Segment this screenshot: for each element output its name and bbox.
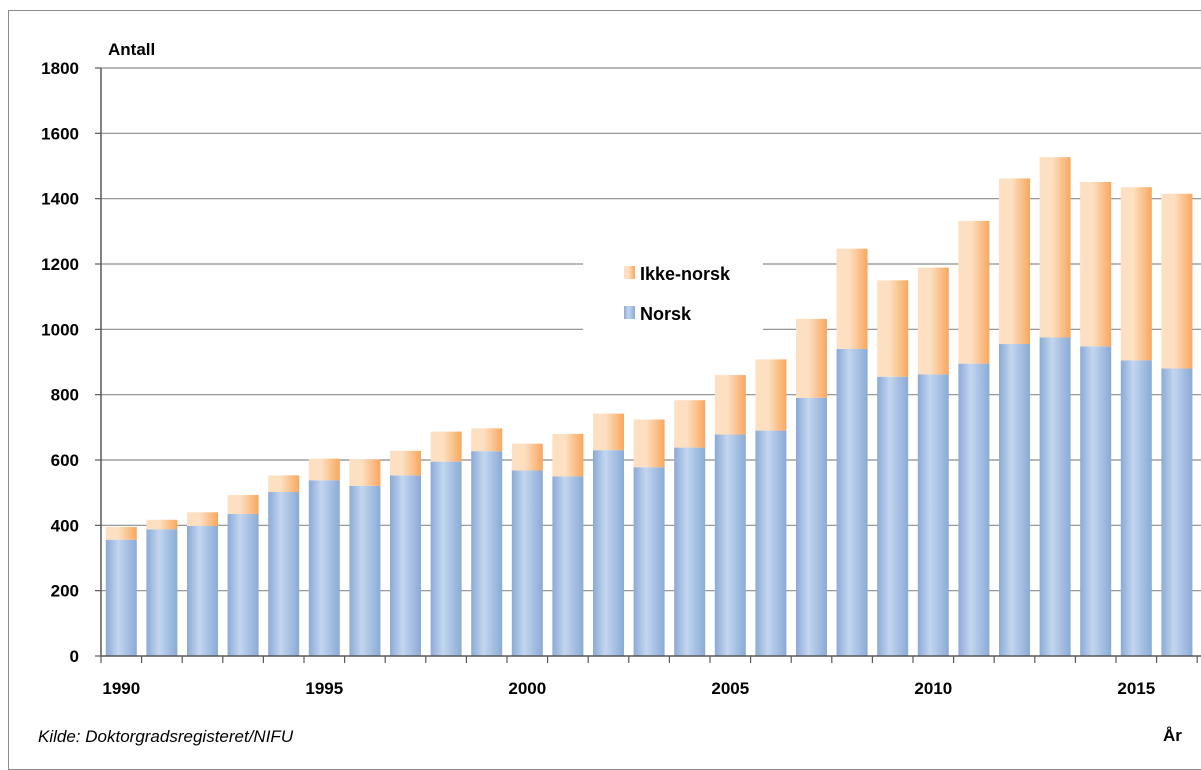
bar-norsk-2013 xyxy=(1039,337,1071,656)
bar-norsk-2016 xyxy=(1161,368,1193,656)
bar-norsk-1995 xyxy=(308,480,340,656)
bar-ikke-norsk-1992 xyxy=(187,512,218,526)
stacked-bar-chart: 0 200 400 600 800 1000 1200 1400 1600 1800 1990 199… xyxy=(41,40,1201,745)
bar-norsk-2006 xyxy=(755,430,787,656)
bar-norsk-2005 xyxy=(714,434,746,656)
y-tick-label: 1600 xyxy=(41,124,79,143)
bar-norsk-1992 xyxy=(187,525,218,656)
y-tick-label: 1200 xyxy=(41,255,79,274)
legend-background xyxy=(583,254,763,344)
bars xyxy=(105,157,1193,656)
bar-ikke-norsk-2013 xyxy=(1039,157,1071,338)
bar-ikke-norsk-2008 xyxy=(836,248,868,349)
legend-label-ikke-norsk: Ikke-norsk xyxy=(640,264,731,284)
y-tick-label: 400 xyxy=(51,516,79,535)
bar-ikke-norsk-2005 xyxy=(714,375,746,435)
bar-norsk-2010 xyxy=(917,374,949,656)
bar-norsk-2004 xyxy=(674,447,706,656)
x-tick-label: 1990 xyxy=(102,679,140,698)
bar-norsk-2009 xyxy=(877,376,909,656)
legend: Ikke-norsk Norsk xyxy=(583,254,763,344)
bar-ikke-norsk-2010 xyxy=(917,267,949,375)
bar-norsk-2008 xyxy=(836,348,868,656)
bar-ikke-norsk-2015 xyxy=(1120,187,1152,361)
y-tick-label: 600 xyxy=(51,451,79,470)
bar-norsk-2000 xyxy=(511,470,543,656)
bar-ikke-norsk-2016 xyxy=(1161,193,1193,369)
bar-norsk-1993 xyxy=(227,513,259,656)
bar-ikke-norsk-1996 xyxy=(349,459,381,486)
bar-ikke-norsk-2003 xyxy=(633,419,665,468)
bar-norsk-1999 xyxy=(471,451,503,656)
bar-ikke-norsk-2009 xyxy=(877,280,909,377)
bar-norsk-1994 xyxy=(268,492,300,656)
bar-ikke-norsk-2006 xyxy=(755,359,787,431)
y-tick-label: 1000 xyxy=(41,320,79,339)
bar-norsk-1991 xyxy=(146,529,178,656)
bar-norsk-2011 xyxy=(958,363,990,656)
bar-norsk-2014 xyxy=(1080,346,1112,656)
bar-ikke-norsk-1994 xyxy=(268,475,300,493)
bar-ikke-norsk-1993 xyxy=(227,494,259,514)
axes: 0 200 400 600 800 1000 1200 1400 1600 1800 1990 199… xyxy=(41,59,1201,698)
y-tick-label: 200 xyxy=(51,582,79,601)
bar-norsk-2015 xyxy=(1120,360,1152,656)
y-tick-label: 800 xyxy=(51,386,79,405)
bar-ikke-norsk-2002 xyxy=(593,413,624,451)
bar-ikke-norsk-2007 xyxy=(796,318,827,398)
bar-ikke-norsk-2011 xyxy=(958,220,990,364)
bar-ikke-norsk-1990 xyxy=(105,526,137,540)
bar-norsk-2007 xyxy=(796,397,827,656)
bar-ikke-norsk-1999 xyxy=(471,428,503,452)
x-tick-label: 1995 xyxy=(305,679,343,698)
bar-ikke-norsk-1998 xyxy=(430,431,462,462)
bar-ikke-norsk-2001 xyxy=(552,433,584,477)
bar-ikke-norsk-1995 xyxy=(308,458,340,481)
bar-ikke-norsk-1997 xyxy=(390,450,421,476)
y-tick-label: 0 xyxy=(70,647,79,666)
y-tick-label: 1400 xyxy=(41,190,79,209)
legend-swatch-norsk xyxy=(624,306,635,319)
bar-norsk-2002 xyxy=(593,450,624,656)
bar-norsk-1996 xyxy=(349,485,381,656)
bar-norsk-2003 xyxy=(633,467,665,656)
bar-norsk-2001 xyxy=(552,476,584,656)
bar-norsk-1998 xyxy=(430,461,462,656)
y-axis-title: Antall xyxy=(108,40,155,59)
bar-norsk-2012 xyxy=(999,344,1030,656)
x-axis-title: År xyxy=(1163,726,1182,745)
bar-ikke-norsk-2000 xyxy=(511,443,543,471)
bar-norsk-1997 xyxy=(390,475,421,656)
legend-label-norsk: Norsk xyxy=(640,304,692,324)
bar-norsk-1990 xyxy=(105,539,137,656)
bar-ikke-norsk-2012 xyxy=(999,178,1030,345)
y-tick-label: 1800 xyxy=(41,59,79,78)
x-tick-label: 2000 xyxy=(508,679,546,698)
x-tick-label: 2010 xyxy=(914,679,952,698)
bar-ikke-norsk-2014 xyxy=(1080,182,1112,347)
x-tick-label: 2005 xyxy=(711,679,749,698)
bar-ikke-norsk-1991 xyxy=(146,519,178,530)
source-note: Kilde: Doktorgradsregisteret/NIFU xyxy=(38,727,294,746)
x-tick-label: 2015 xyxy=(1117,679,1155,698)
bar-ikke-norsk-2004 xyxy=(674,400,706,448)
legend-swatch-ikke-norsk xyxy=(624,266,635,279)
